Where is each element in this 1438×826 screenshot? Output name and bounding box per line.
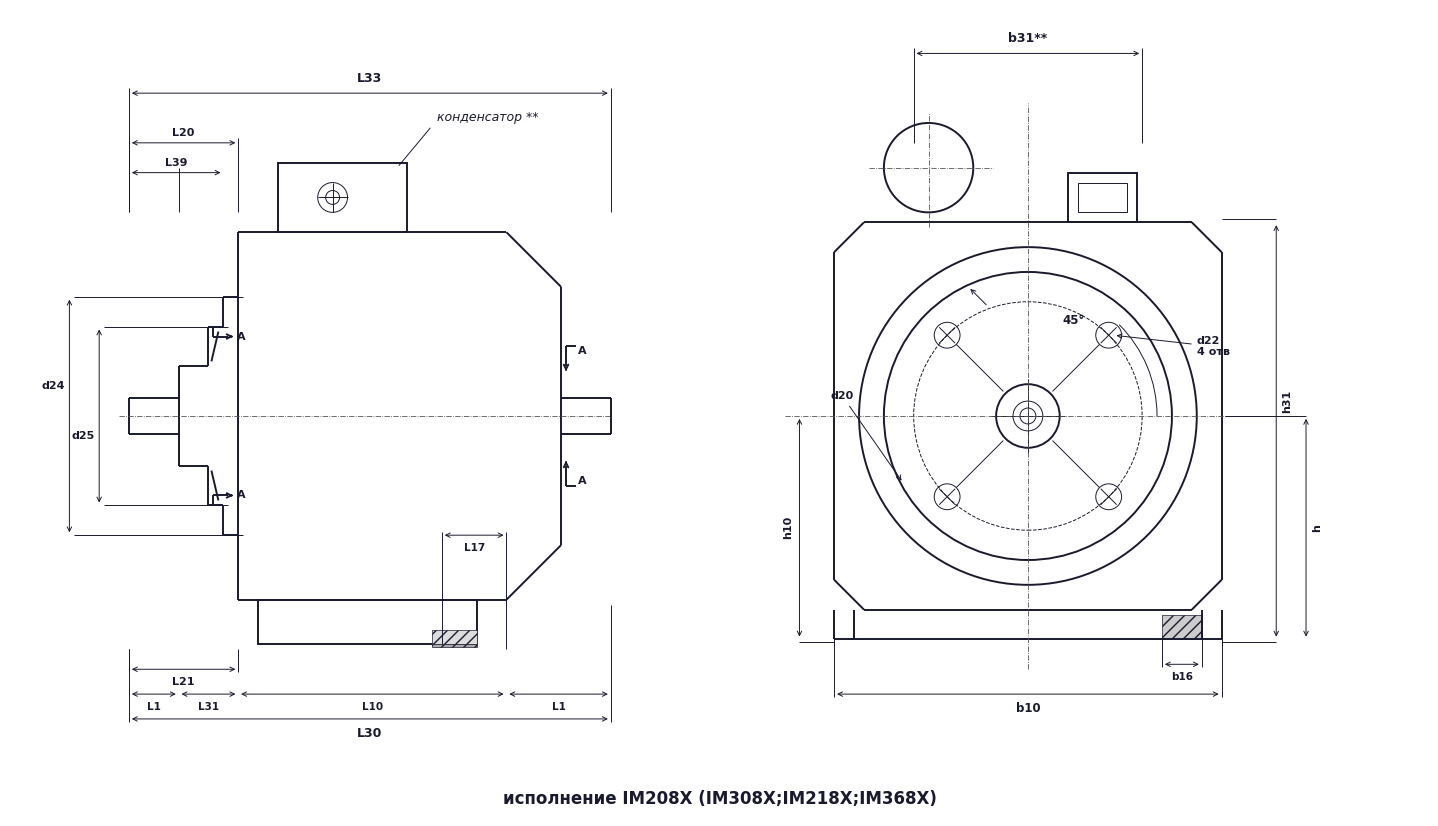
Text: h: h xyxy=(1311,524,1322,532)
Text: L20: L20 xyxy=(173,128,194,138)
Text: конденсатор **: конденсатор ** xyxy=(437,112,538,125)
Text: A: A xyxy=(237,331,246,341)
Text: L1: L1 xyxy=(552,702,565,712)
Text: L10: L10 xyxy=(362,702,383,712)
Text: b10: b10 xyxy=(1015,702,1040,715)
Text: 45°: 45° xyxy=(1063,314,1084,326)
Bar xyxy=(1162,615,1202,639)
Bar xyxy=(1067,173,1137,222)
Text: A: A xyxy=(578,476,587,486)
Bar xyxy=(431,644,476,648)
Bar xyxy=(257,600,476,644)
Text: b31**: b31** xyxy=(1008,32,1047,45)
Text: h10: h10 xyxy=(784,516,794,539)
Text: L39: L39 xyxy=(165,158,187,168)
Bar xyxy=(278,163,407,232)
Text: d25: d25 xyxy=(72,431,95,441)
Text: A: A xyxy=(578,346,587,356)
Text: исполнение IM208X (IM308X;IM218X;IM368X): исполнение IM208X (IM308X;IM218X;IM368X) xyxy=(503,790,938,809)
Text: A: A xyxy=(237,491,246,501)
Text: L17: L17 xyxy=(463,544,485,553)
Text: d24: d24 xyxy=(42,381,65,392)
Text: h31: h31 xyxy=(1283,389,1293,413)
Text: d22
4 отв: d22 4 отв xyxy=(1117,334,1229,358)
Text: b16: b16 xyxy=(1171,672,1194,682)
Bar xyxy=(431,629,476,644)
Text: L33: L33 xyxy=(357,72,383,85)
Text: L1: L1 xyxy=(147,702,161,712)
Text: L21: L21 xyxy=(173,677,196,687)
Bar xyxy=(1077,183,1127,212)
Text: L30: L30 xyxy=(357,727,383,740)
Text: d20: d20 xyxy=(831,392,902,480)
Text: L31: L31 xyxy=(198,702,219,712)
